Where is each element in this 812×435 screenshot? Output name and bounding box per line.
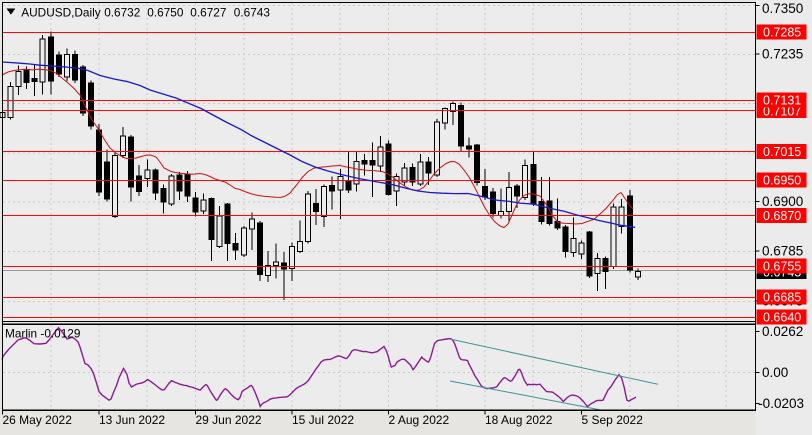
svg-text:0.6785: 0.6785 xyxy=(762,244,803,259)
svg-text:0.6640: 0.6640 xyxy=(763,311,801,325)
svg-text:0.6732: 0.6732 xyxy=(104,5,140,19)
svg-text:18 Aug 2022: 18 Aug 2022 xyxy=(485,413,553,427)
svg-text:0.6727: 0.6727 xyxy=(190,5,226,19)
svg-text:0.7131: 0.7131 xyxy=(763,94,801,108)
svg-text:13 Jun 2022: 13 Jun 2022 xyxy=(99,413,165,427)
svg-text:0.7107: 0.7107 xyxy=(763,104,801,118)
svg-text:0.6685: 0.6685 xyxy=(763,291,801,305)
svg-text:0.6870: 0.6870 xyxy=(763,209,801,223)
svg-text:26 May 2022: 26 May 2022 xyxy=(3,413,73,427)
svg-text:0.6755: 0.6755 xyxy=(763,260,801,274)
svg-text:AUDUSD,Daily: AUDUSD,Daily xyxy=(21,5,100,19)
svg-text:-0.0203: -0.0203 xyxy=(758,396,804,411)
svg-text:2 Aug 2022: 2 Aug 2022 xyxy=(389,413,450,427)
svg-text:15 Jul 2022: 15 Jul 2022 xyxy=(292,413,354,427)
svg-text:0.7285: 0.7285 xyxy=(763,26,801,40)
svg-text:0.6900: 0.6900 xyxy=(762,194,803,209)
svg-text:0.6743: 0.6743 xyxy=(234,5,271,19)
svg-text:29 Jun 2022: 29 Jun 2022 xyxy=(196,413,262,427)
svg-text:0.6950: 0.6950 xyxy=(763,174,801,188)
svg-text:0.6750: 0.6750 xyxy=(147,5,184,19)
svg-text:0.0262: 0.0262 xyxy=(762,324,803,339)
svg-text:Marlin -0.0129: Marlin -0.0129 xyxy=(5,327,80,341)
svg-text:0.7350: 0.7350 xyxy=(762,1,803,16)
svg-text:0.7235: 0.7235 xyxy=(762,47,803,62)
svg-text:0.7015: 0.7015 xyxy=(763,145,801,159)
svg-text:0.00: 0.00 xyxy=(762,365,788,380)
svg-text:5 Sep 2022: 5 Sep 2022 xyxy=(582,413,644,427)
